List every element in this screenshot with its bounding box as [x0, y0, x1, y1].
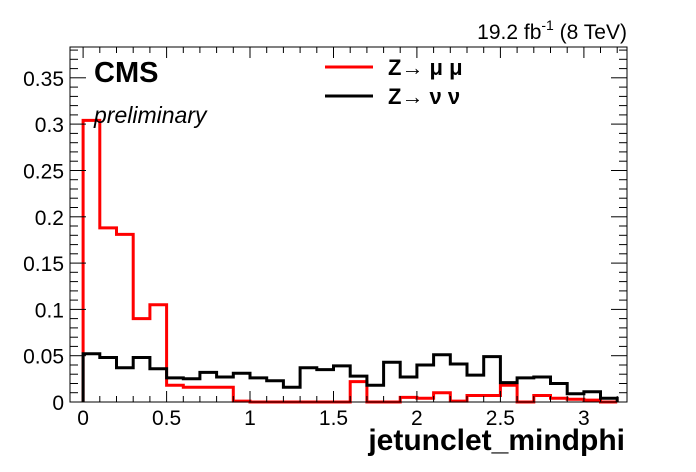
x-tick-label: 1 [244, 407, 256, 430]
y-tick-label: 0.05 [23, 346, 64, 369]
tick-layer [70, 47, 627, 403]
experiment-label: CMS [94, 57, 158, 89]
y-tick-label: 0.2 [35, 207, 64, 230]
x-tick-label: 2 [411, 407, 423, 430]
series-1-histogram [81, 352, 619, 402]
x-tick-label: 0 [77, 407, 89, 430]
y-tick-label: 0 [52, 392, 64, 415]
x-axis-title: jetunclet_mindphi [367, 424, 625, 457]
y-tick-labels: 0 0.05 0.1 0.15 0.2 0.25 0.3 0.35 [23, 68, 64, 415]
y-tick-label: 0.3 [35, 114, 64, 137]
status-label: preliminary [93, 102, 208, 128]
x-tick-label: 2.5 [486, 407, 515, 430]
x-tick-label: 3 [578, 407, 590, 430]
legend-label-znunu: Z→ ν ν [388, 84, 460, 109]
x-tick-label: 0.5 [152, 407, 181, 430]
y-tick-label: 0.25 [23, 161, 64, 184]
lumi-prefix: 19.2 fb [477, 21, 541, 44]
legend: Z→ μ μ Z→ ν ν [325, 55, 463, 109]
x-tick-labels: 0 0.5 1 1.5 2 2.5 3 [77, 407, 589, 430]
x-tick-label: 1.5 [319, 407, 348, 430]
plot-frame [69, 46, 628, 403]
y-tick-label: 0.1 [35, 299, 64, 322]
y-tick-label: 0.15 [23, 253, 64, 276]
legend-label-zmumu: Z→ μ μ [388, 55, 463, 80]
lumi-label: 19.2 fb-1 (8 TeV) [477, 17, 627, 44]
lumi-superscript: -1 [541, 17, 554, 33]
lumi-suffix: (8 TeV) [554, 21, 627, 44]
y-tick-label: 0.35 [23, 68, 64, 91]
